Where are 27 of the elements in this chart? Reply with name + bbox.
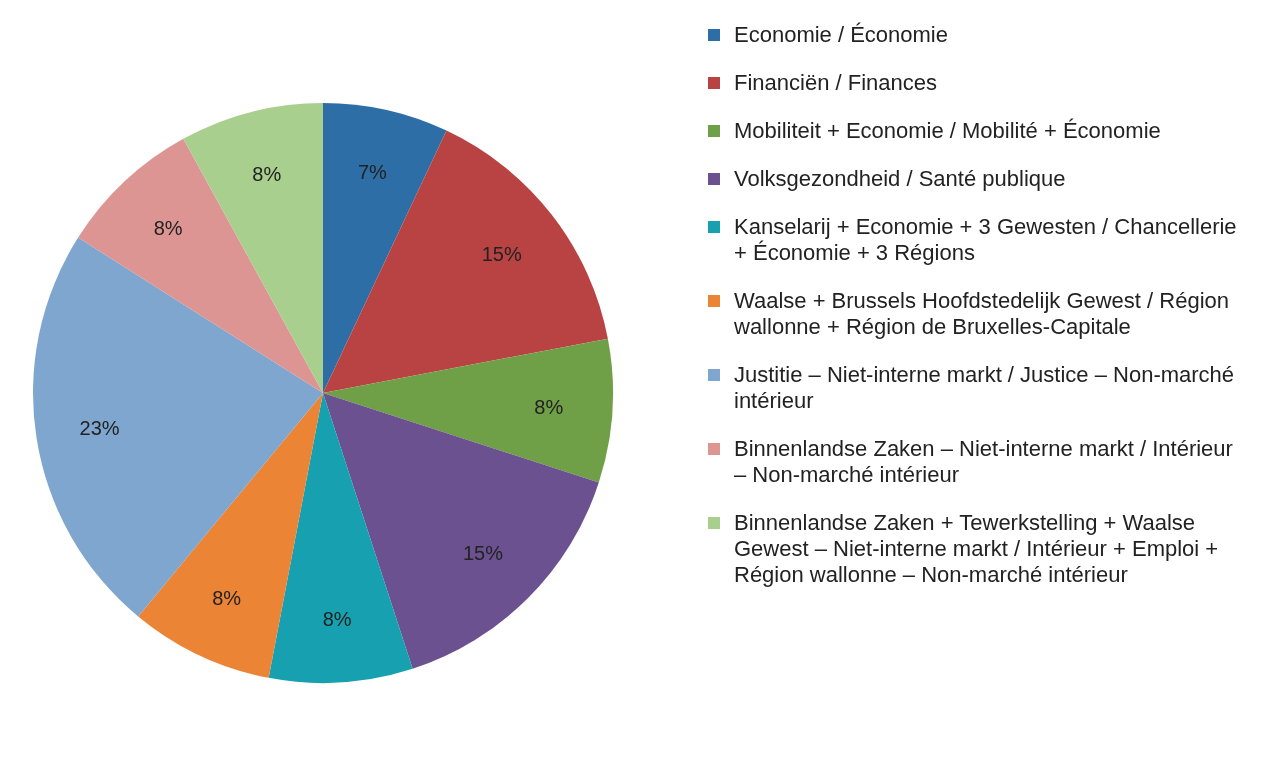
data-label: 15% — [462, 541, 504, 564]
pie-slice — [268, 393, 413, 683]
legend-label: Volksgezondheid / Santé publique — [734, 166, 1066, 192]
pie-slice — [78, 138, 323, 393]
pie-slice — [323, 130, 608, 393]
pie-slice — [323, 103, 447, 393]
legend-label: Mobiliteit + Economie / Mobilité + Économie — [734, 118, 1161, 144]
pie-slice — [33, 237, 323, 617]
pie-slice — [323, 338, 613, 483]
pie-slice — [183, 103, 323, 393]
data-label: 7% — [357, 161, 388, 184]
pie-slice — [323, 393, 599, 669]
legend-label: Financiën / Finances — [734, 70, 937, 96]
data-label: 23% — [79, 417, 120, 440]
data-label: 15% — [481, 243, 522, 266]
legend-label: Binnenlandse Zaken – Niet-interne markt / Intérieur – Non-marché intérieur — [734, 436, 1234, 488]
data-label: 8% — [153, 217, 183, 240]
legend-label: Waalse + Brussels Hoofdstedelijk Gewest / Région wallonne + Région de Bruxelles-Capitale — [734, 288, 1231, 340]
data-label: 8% — [322, 607, 352, 630]
legend-label: Justitie – Niet-interne markt / Justice – Non-marché intérieur — [734, 362, 1236, 414]
legend-label: Kanselarij + Economie + 3 Gewesten / Chancellerie + Économie + 3 Régions — [734, 214, 1238, 266]
data-label: 8% — [534, 396, 564, 419]
pie-slice — [138, 393, 323, 678]
data-label: 8% — [252, 162, 282, 185]
data-label: 8% — [212, 586, 242, 609]
legend-label: Binnenlandse Zaken + Tewerkstelling + Waalse Gewest – Niet-interne markt / Intérieur + Emploi + Région wallonne – Non-marché intérieur — [734, 510, 1220, 588]
legend-label: Economie / Économie — [734, 22, 948, 48]
